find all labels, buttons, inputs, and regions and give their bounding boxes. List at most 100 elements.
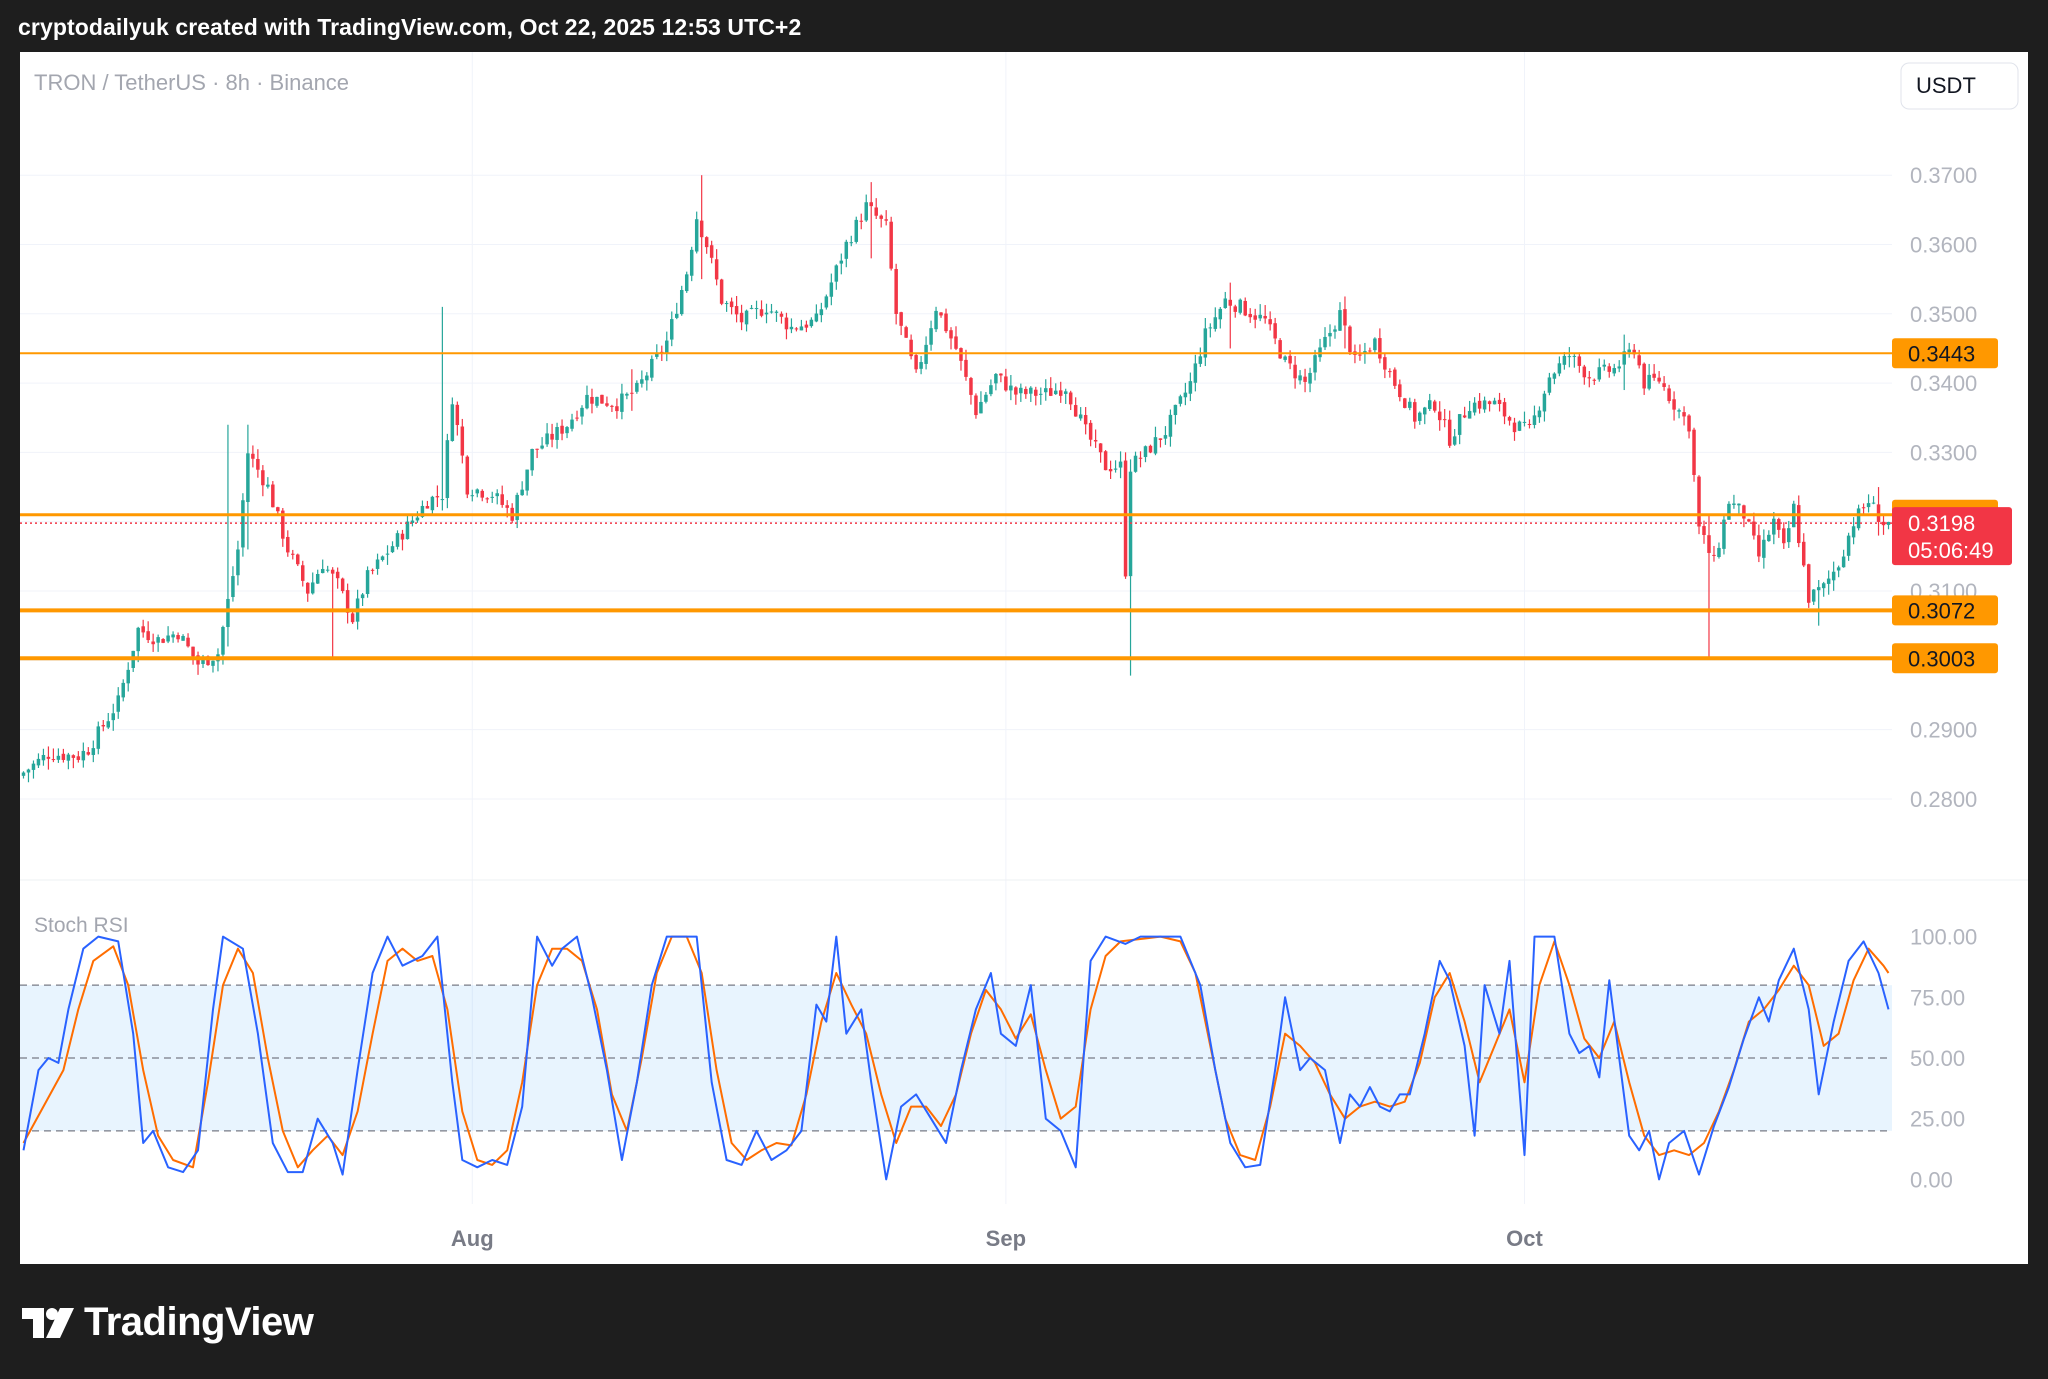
candle-body bbox=[1004, 376, 1008, 391]
candle-body bbox=[545, 433, 549, 445]
price-tick-label: 0.3300 bbox=[1910, 440, 1977, 465]
candle bbox=[500, 485, 504, 508]
candle bbox=[1298, 370, 1302, 385]
candle bbox=[844, 239, 849, 268]
candle bbox=[400, 529, 405, 551]
currency-button-bg bbox=[1900, 62, 2019, 110]
candle bbox=[1442, 408, 1447, 428]
candle bbox=[261, 465, 265, 497]
candle bbox=[226, 424, 230, 647]
candle bbox=[1163, 426, 1168, 445]
candle bbox=[1418, 411, 1422, 425]
candle bbox=[1547, 372, 1552, 396]
candle bbox=[1517, 420, 1522, 432]
candle bbox=[455, 401, 460, 436]
candle-body bbox=[694, 219, 699, 252]
candle bbox=[1323, 327, 1327, 351]
candle bbox=[1303, 368, 1307, 393]
candle bbox=[31, 760, 36, 779]
candle bbox=[101, 719, 106, 732]
candle-body bbox=[191, 646, 195, 657]
candle bbox=[1238, 298, 1242, 315]
candle-body bbox=[565, 427, 569, 434]
level-label: 0.3072 bbox=[1908, 598, 1975, 623]
candle-body bbox=[1073, 405, 1078, 417]
candle bbox=[1662, 376, 1666, 391]
candle bbox=[430, 495, 435, 514]
candle bbox=[550, 423, 554, 448]
chart-panel[interactable]: 0.3700 0.3600 0.3500 0.3400 0.3300 0.3100 0.29… bbox=[20, 52, 2028, 1264]
candle-body bbox=[395, 533, 400, 547]
candle bbox=[914, 354, 918, 373]
candle-body bbox=[325, 569, 330, 571]
candle bbox=[1871, 496, 1876, 505]
candle bbox=[515, 492, 519, 529]
candle-body bbox=[460, 426, 465, 456]
candle-body bbox=[231, 576, 235, 598]
candle-body bbox=[525, 469, 529, 491]
candle-body bbox=[106, 721, 111, 728]
candle bbox=[829, 273, 834, 306]
candle-body bbox=[390, 546, 395, 553]
chart-canvas[interactable]: 0.37000.36000.35000.34000.33000.31000.29… bbox=[20, 52, 2028, 1264]
candle bbox=[929, 320, 933, 351]
candle-body bbox=[1692, 429, 1696, 475]
candle-body bbox=[1752, 521, 1756, 536]
candle bbox=[869, 182, 873, 259]
candle bbox=[1034, 386, 1038, 406]
candle-body bbox=[1841, 556, 1846, 568]
candle-body bbox=[320, 568, 325, 574]
stoch-tick-label: 50.00 bbox=[1910, 1046, 1965, 1071]
candle bbox=[1368, 347, 1372, 353]
candle bbox=[1592, 378, 1597, 385]
candle-body bbox=[1153, 437, 1158, 454]
candle bbox=[1732, 494, 1736, 509]
candle-body bbox=[1572, 355, 1577, 357]
candle bbox=[1308, 367, 1312, 393]
candle-body bbox=[769, 311, 774, 313]
tradingview-logo: TradingView bbox=[22, 1300, 314, 1345]
candle bbox=[615, 398, 619, 419]
candle-body bbox=[1373, 338, 1377, 351]
currency-button[interactable]: USDT bbox=[1900, 62, 2019, 110]
candle bbox=[520, 481, 524, 496]
candle bbox=[1118, 451, 1123, 479]
candle bbox=[899, 311, 903, 336]
candle-body bbox=[1587, 377, 1592, 379]
candle bbox=[271, 481, 275, 508]
candle bbox=[595, 396, 599, 408]
candle bbox=[934, 306, 938, 333]
candle-body bbox=[540, 445, 544, 449]
candle-body bbox=[1722, 519, 1726, 549]
candle-body bbox=[1592, 379, 1597, 381]
candle-body bbox=[819, 309, 824, 316]
candle bbox=[789, 318, 794, 334]
candle-body bbox=[1552, 373, 1557, 379]
candle-body bbox=[949, 330, 953, 339]
candle-body bbox=[236, 549, 240, 576]
candle bbox=[864, 194, 868, 222]
candle-body bbox=[1577, 356, 1582, 366]
candle bbox=[764, 303, 769, 324]
candle-body bbox=[1293, 364, 1297, 379]
candle-body bbox=[1492, 400, 1497, 405]
candle bbox=[390, 541, 395, 554]
candle-body bbox=[1881, 521, 1886, 526]
candle bbox=[535, 448, 539, 459]
candle-body bbox=[1772, 518, 1776, 535]
candle bbox=[1273, 317, 1277, 345]
candle bbox=[1762, 529, 1766, 569]
candle-body bbox=[794, 328, 799, 330]
candle-body bbox=[1642, 363, 1646, 389]
candle bbox=[96, 721, 101, 755]
candle bbox=[605, 396, 609, 408]
candle bbox=[540, 437, 544, 450]
candle bbox=[161, 638, 165, 644]
candle-body bbox=[1562, 355, 1567, 365]
candle-body bbox=[969, 378, 973, 395]
candle-body bbox=[51, 759, 56, 761]
candle bbox=[1158, 438, 1163, 448]
candle bbox=[1183, 382, 1188, 406]
stoch-rsi-pane: 100.00 75.00 50.00 25.00 0.00 Stoch RSI bbox=[20, 914, 1977, 1192]
candle-body bbox=[246, 453, 250, 503]
